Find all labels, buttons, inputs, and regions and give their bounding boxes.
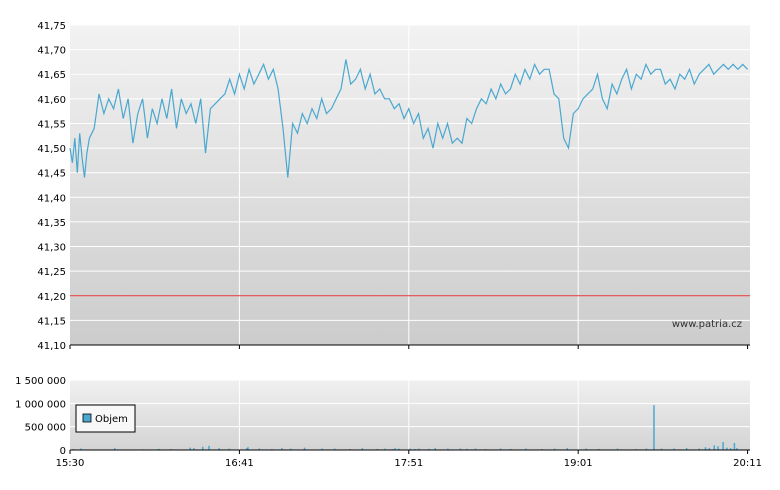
legend-swatch-objem	[82, 413, 92, 423]
price-y-tick-label: 41,25	[37, 267, 66, 278]
volume-bar	[157, 448, 160, 450]
x-tick-label: 16:41	[225, 458, 254, 469]
price-y-tick-label: 41,50	[37, 144, 66, 155]
price-plot-area	[70, 25, 750, 345]
volume-bar	[585, 448, 587, 450]
volume-bar	[465, 448, 468, 450]
volume-bar	[398, 448, 400, 450]
volume-bar	[645, 448, 648, 450]
volume-bar	[616, 448, 619, 450]
watermark: www.patria.cz	[672, 319, 742, 330]
price-y-tick-label: 41,20	[37, 292, 66, 303]
volume-bar	[361, 448, 364, 450]
volume-bar	[208, 445, 210, 450]
volume-bar	[281, 448, 283, 450]
volume-bar	[525, 448, 527, 450]
volume-bar	[685, 448, 688, 450]
volume-y-tick-label: 1 000 000	[15, 399, 66, 410]
volume-bar	[113, 448, 116, 450]
x-tick-label: 19:01	[564, 458, 593, 469]
price-y-tick-label: 41,15	[37, 316, 66, 327]
legend: Objem	[75, 404, 136, 433]
volume-bar	[459, 448, 462, 450]
price-y-tick-label: 41,35	[37, 218, 66, 229]
legend-label-objem: Objem	[95, 414, 128, 425]
volume-bar	[247, 447, 249, 450]
volume-bar	[394, 448, 396, 450]
volume-bar	[499, 448, 502, 450]
volume-bar	[717, 446, 719, 450]
volume-bar	[474, 448, 477, 450]
volume-bar	[698, 448, 700, 450]
volume-bar	[553, 448, 556, 450]
x-tick-label: 20:11	[733, 458, 762, 469]
volume-bar	[660, 448, 663, 450]
volume-bar	[722, 442, 724, 450]
volume-bar	[409, 448, 411, 450]
volume-bar	[289, 448, 292, 450]
volume-y-tick-label: 1 500 000	[15, 376, 66, 387]
volume-bar	[201, 446, 204, 450]
price-y-tick-label: 41,40	[37, 193, 66, 204]
volume-bar	[673, 448, 675, 450]
volume-bar	[80, 448, 82, 450]
volume-bar	[245, 448, 248, 450]
volume-bar	[218, 448, 220, 450]
volume-bar	[189, 447, 191, 450]
volume-bar	[726, 447, 728, 450]
volume-bar	[736, 448, 738, 450]
volume-bar	[509, 448, 512, 450]
volume-bar	[303, 447, 306, 450]
volume-bar	[447, 448, 449, 450]
x-tick-label: 17:51	[394, 458, 423, 469]
price-y-tick-label: 41,60	[37, 95, 66, 106]
price-y-tick-label: 41,55	[37, 119, 66, 130]
volume-bar	[713, 445, 716, 450]
volume-bar	[384, 448, 386, 450]
volume-bar	[428, 448, 430, 450]
volume-bar	[434, 448, 437, 450]
x-tick-label: 15:30	[56, 458, 85, 469]
volume-y-tick-label: 0	[60, 446, 66, 457]
volume-bar	[653, 405, 655, 450]
price-y-tick-label: 41,70	[37, 46, 66, 57]
volume-bar	[376, 448, 379, 450]
volume-bar	[321, 448, 323, 450]
volume-bar	[566, 448, 568, 450]
price-y-tick-label: 41,45	[37, 169, 66, 180]
volume-bar	[258, 448, 261, 450]
volume-bar	[708, 448, 711, 450]
volume-bar	[733, 443, 736, 450]
volume-bar	[333, 448, 336, 450]
volume-bar	[597, 448, 600, 450]
volume-bar	[228, 448, 230, 450]
price-y-tick-label: 41,30	[37, 243, 66, 254]
price-y-tick-label: 41,65	[37, 70, 66, 81]
volume-y-tick-label: 500 000	[25, 423, 66, 434]
volume-plot-area	[70, 380, 750, 450]
price-y-tick-label: 41,75	[37, 21, 66, 32]
price-series-line	[69, 59, 749, 178]
volume-bar	[193, 448, 195, 450]
volume-bar	[704, 447, 707, 450]
volume-bar	[418, 448, 420, 450]
volume-bar	[729, 448, 732, 450]
price-y-tick-label: 41,10	[37, 341, 66, 352]
